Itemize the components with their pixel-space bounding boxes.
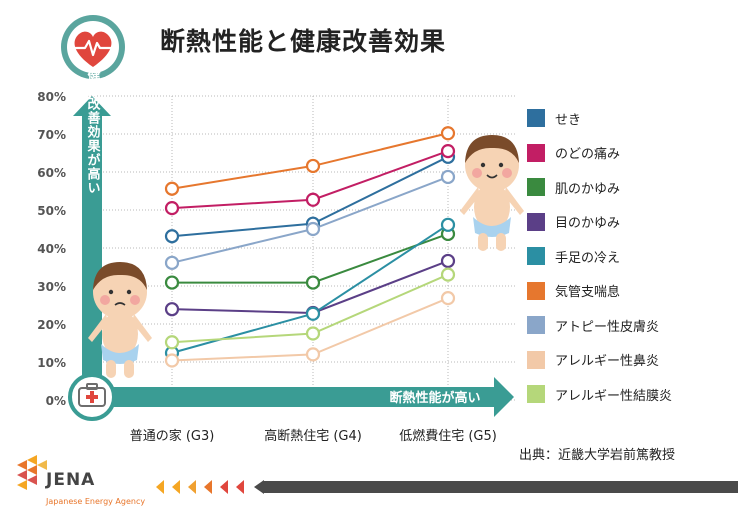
data-point xyxy=(305,275,321,290)
data-point xyxy=(440,126,456,141)
legend-label: アレルギー性結膜炎 xyxy=(555,388,673,404)
legend-label: 気管支喘息 xyxy=(555,285,621,300)
baby-illustrations xyxy=(88,135,524,378)
legend-swatch xyxy=(527,281,545,300)
data-point xyxy=(440,144,456,159)
x-tick-label: 高断熱住宅 (G4) xyxy=(264,428,362,444)
data-point xyxy=(164,201,180,216)
legend-swatch xyxy=(527,143,545,162)
footer-decoration xyxy=(156,480,738,494)
y-tick-label: 20% xyxy=(37,318,66,332)
data-point xyxy=(164,255,180,270)
data-point xyxy=(305,326,321,341)
data-point xyxy=(440,291,456,306)
y-tick-label: 60% xyxy=(37,166,66,180)
y-tick-labels: 0% 10% 20% 30% 40% 50% 60% 70% 80% xyxy=(37,90,66,408)
legend-swatch xyxy=(527,212,545,231)
y-axis-arrow xyxy=(73,96,111,116)
logo-name: JENA xyxy=(46,470,96,490)
legend-swatch xyxy=(527,385,545,403)
y-tick-label: 50% xyxy=(37,204,66,218)
legend-label: アトピー性皮膚炎 xyxy=(555,319,660,335)
legend-swatch xyxy=(527,316,545,334)
y-tick-label: 70% xyxy=(37,128,66,142)
legend-label: せき xyxy=(555,112,582,128)
y-axis-bar xyxy=(82,114,102,384)
legend-item: のどの痛み xyxy=(527,143,620,163)
x-tick-label: 低燃費住宅 (G5) xyxy=(399,428,497,444)
data-point xyxy=(440,267,456,282)
legend-item: アトピー性皮膚炎 xyxy=(527,315,659,335)
x-axis-bar xyxy=(100,387,495,407)
data-point xyxy=(305,158,321,174)
jena-logo xyxy=(17,455,47,490)
legend-item: 気管支喘息 xyxy=(527,281,620,301)
legend-swatch xyxy=(527,350,545,369)
source-note: 出典：近畿大学岩前篤教授 xyxy=(519,448,676,463)
data-point xyxy=(305,192,321,207)
first-aid-kit-icon xyxy=(68,373,116,421)
y-axis-label: 健康改善効果が高い xyxy=(85,68,102,195)
legend-item: アレルギー性鼻炎 xyxy=(527,350,659,370)
data-point xyxy=(440,217,456,232)
data-point xyxy=(164,229,180,244)
legend-swatch xyxy=(527,178,545,196)
x-tick-label: 普通の家 (G3) xyxy=(130,428,215,444)
data-point xyxy=(440,253,456,269)
baby-sad-illustration xyxy=(88,262,152,378)
legend-item: アレルギー性結膜炎 xyxy=(527,384,672,404)
legend-label: 肌のかゆみ xyxy=(555,181,621,197)
page-title: 断熱性能と健康改善効果 xyxy=(160,27,447,56)
data-point xyxy=(440,169,456,185)
baby-happy-illustration xyxy=(460,135,524,251)
legend-item: 手足の冷え xyxy=(527,246,620,266)
data-point xyxy=(305,306,321,321)
legend-label: 目のかゆみ xyxy=(555,216,621,231)
legend-swatch xyxy=(527,109,545,127)
legend-item: せき xyxy=(527,108,581,128)
heart-pulse-icon xyxy=(61,15,125,79)
legend-label: アレルギー性鼻炎 xyxy=(555,354,660,369)
x-tick-labels: 普通の家 (G3) 高断熱住宅 (G4) 低燃費住宅 (G5) xyxy=(130,428,497,444)
y-tick-label: 40% xyxy=(37,242,66,256)
legend-item: 目のかゆみ xyxy=(527,212,620,232)
x-axis-label: 断熱性能が高い xyxy=(389,390,480,406)
series-line xyxy=(172,232,449,284)
data-point xyxy=(305,221,321,237)
data-point xyxy=(305,347,321,362)
series-points xyxy=(164,126,456,368)
data-point xyxy=(164,181,180,196)
legend-label: 手足の冷え xyxy=(555,250,621,266)
data-point xyxy=(164,302,180,317)
legend-label: のどの痛み xyxy=(555,147,621,162)
legend-swatch xyxy=(527,247,545,265)
logo-subtitle: Japanese Energy Agency xyxy=(46,497,146,506)
y-tick-label: 10% xyxy=(37,356,66,370)
y-tick-label: 80% xyxy=(37,90,66,104)
y-tick-label: 0% xyxy=(46,394,66,408)
x-axis-arrow xyxy=(494,377,514,417)
data-point xyxy=(164,353,180,368)
data-point xyxy=(164,275,180,290)
data-point xyxy=(164,335,180,350)
legend-item: 肌のかゆみ xyxy=(527,177,620,197)
y-tick-label: 30% xyxy=(37,280,66,294)
